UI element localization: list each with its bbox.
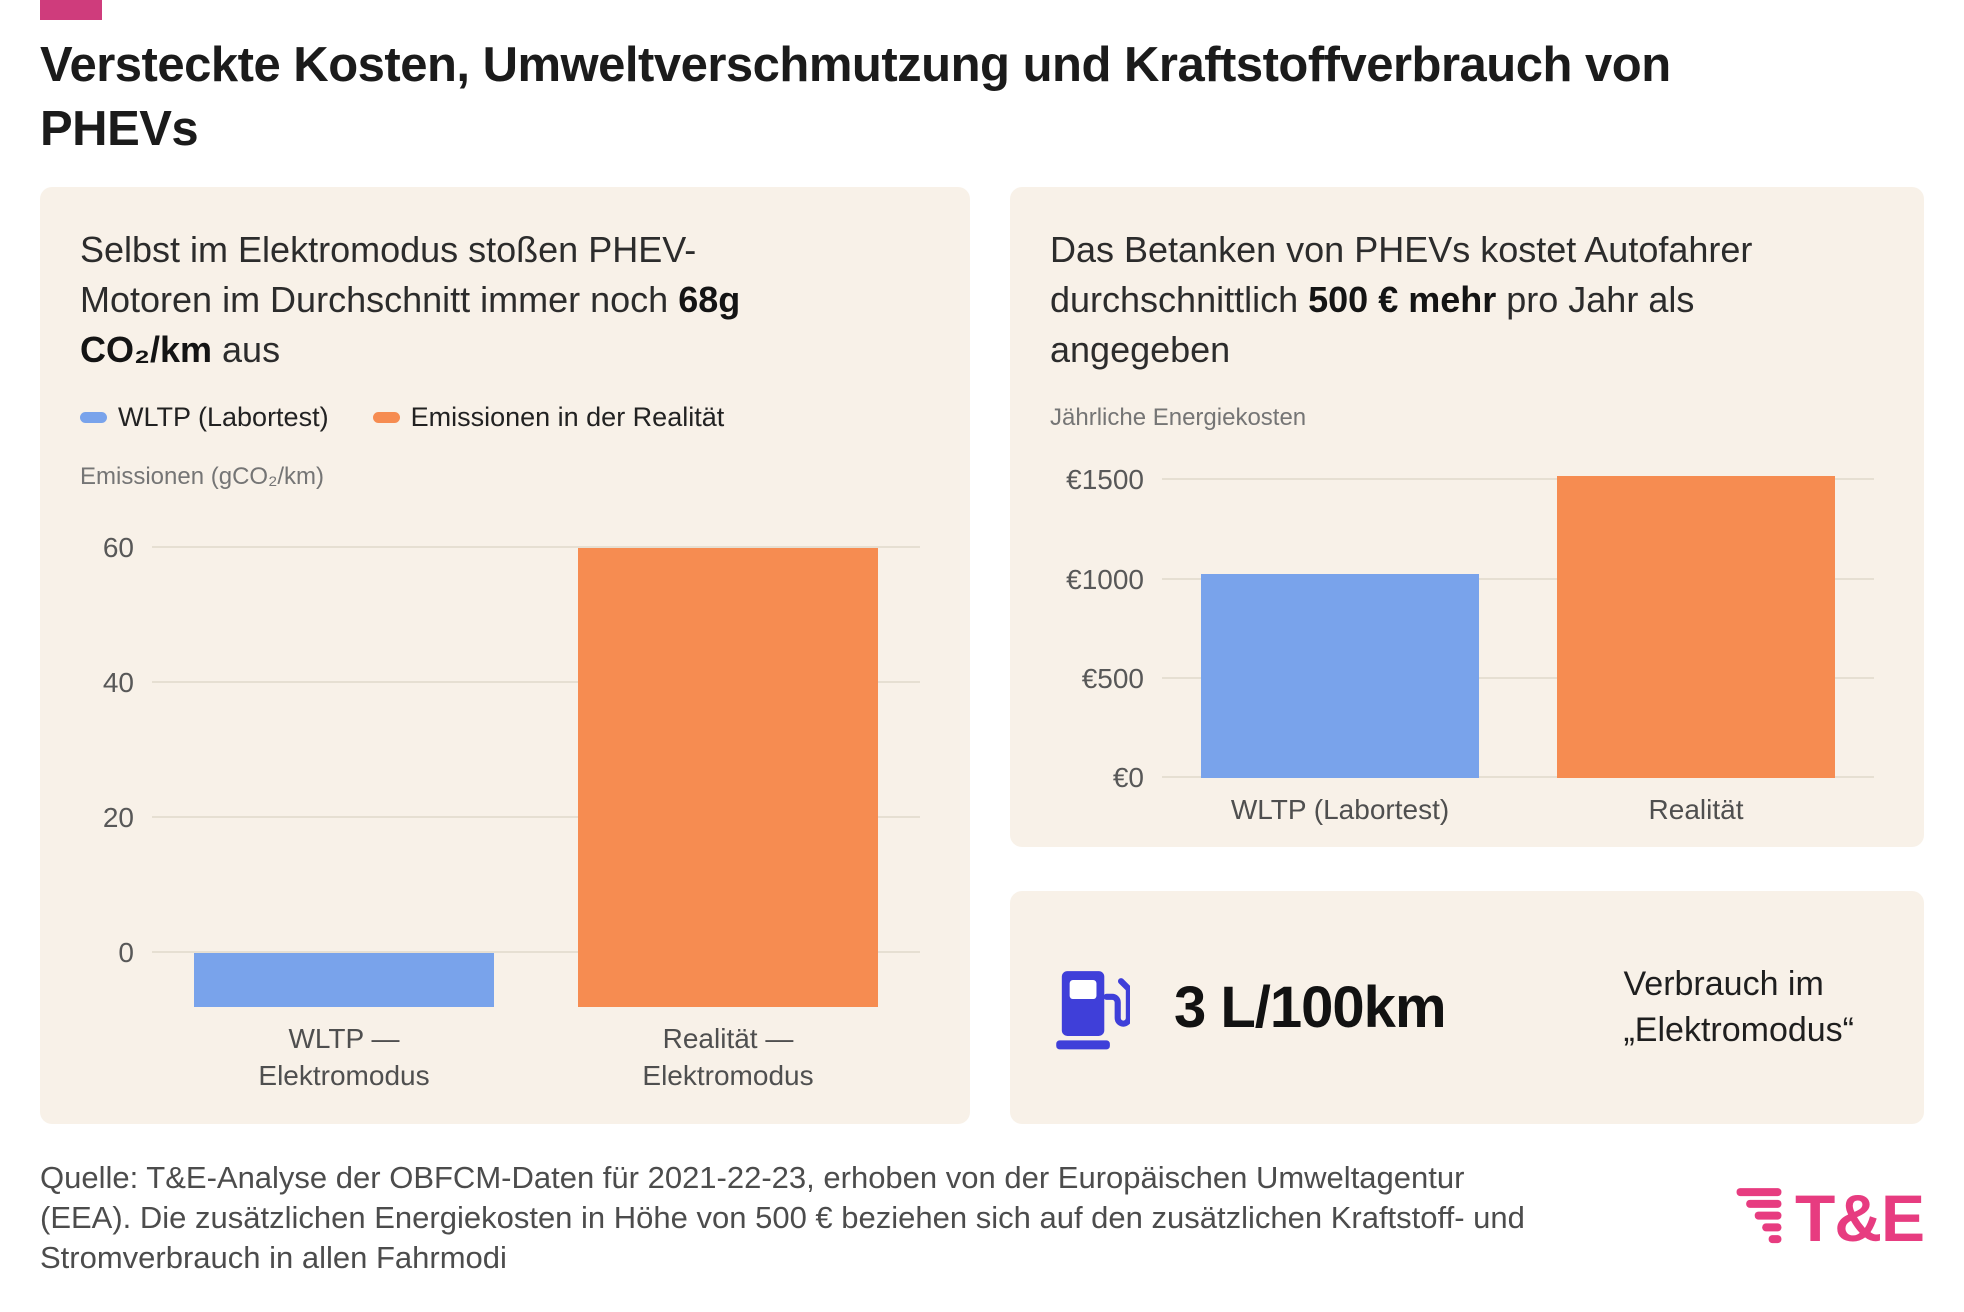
- content-grid: Selbst im Elektromodus stoßen PHEV-Motor…: [40, 187, 1924, 1125]
- te-logo-text: T&E: [1795, 1181, 1925, 1256]
- source-note: Quelle: T&E-Analyse der OBFCM-Daten für …: [40, 1160, 1525, 1276]
- y-tick-label: €1000: [1066, 563, 1144, 595]
- footer: Quelle: T&E-Analyse der OBFCM-Daten für …: [40, 1158, 1925, 1278]
- accent-bar: [40, 0, 102, 20]
- gridline: [152, 681, 920, 684]
- emissions-plot-area: 0 20 40 60: [103, 507, 920, 1008]
- fuel-panel: 3 L/100km Verbrauch im „Elektromodus“: [1010, 891, 1924, 1125]
- fuel-pump-icon: [1054, 963, 1130, 1053]
- legend-label-reality: Emissionen in der Realität: [410, 402, 725, 433]
- gridline: [1162, 478, 1874, 481]
- gridline: [152, 951, 920, 954]
- emissions-heading-bold: 68g CO₂/km: [80, 279, 741, 370]
- gridline: [1162, 776, 1874, 779]
- page-title: Versteckte Kosten, Umweltverschmutzung u…: [40, 38, 1671, 156]
- y-tick-label: 0: [118, 937, 134, 969]
- bar-2: [578, 547, 878, 1008]
- right-column: Das Betanken von PHEVs kostet Autofahrer…: [1010, 187, 1924, 1125]
- bar-2: [1557, 476, 1835, 779]
- y-tick-label: €500: [1081, 663, 1144, 695]
- costs-y-axis-title: Jährliche Energiekosten: [1050, 404, 1307, 432]
- y-tick-label: €0: [1112, 762, 1144, 794]
- costs-plot-area: €0 €500 €1000 €1500: [1066, 464, 1874, 793]
- emissions-heading: Selbst im Elektromodus stoßen PHEV-Motor…: [80, 225, 825, 374]
- legend-marker-wltp-icon: [80, 412, 107, 424]
- costs-bar-chart: €0 €500 €1000 €1500 WLTP (Labortest) Realitä…: [1050, 464, 1884, 828]
- y-tick-label: 20: [102, 802, 134, 834]
- costs-heading-pre: Das Betanken von PHEVs kostet Autofahrer…: [1050, 229, 1753, 321]
- emissions-y-axis-title: Emissionen (gCO₂/km): [80, 463, 325, 491]
- emissions-x-axis-labels: WLTP — Elektromodus Realität — Elektromod…: [152, 1021, 920, 1094]
- x-axis-label: WLTP — Elektromodus: [258, 1023, 430, 1091]
- bar-1: [1201, 573, 1479, 779]
- costs-panel: Das Betanken von PHEVs kostet Autofahrer…: [1010, 187, 1924, 848]
- y-tick-label: 40: [102, 667, 134, 699]
- bar-1: [194, 953, 494, 1008]
- costs-x-axis-labels: WLTP (Labortest) Realität: [1162, 792, 1874, 828]
- emissions-heading-post: aus: [212, 328, 281, 370]
- chart-legend: WLTP (Labortest) Emissionen in der Reali…: [80, 402, 930, 433]
- infographic: Versteckte Kosten, Umweltverschmutzung u…: [40, 0, 1925, 1278]
- emissions-panel: Selbst im Elektromodus stoßen PHEV-Motor…: [40, 187, 970, 1125]
- x-axis-label: WLTP (Labortest): [1230, 794, 1450, 826]
- costs-heading-post: pro Jahr als angegeben: [1050, 279, 1695, 370]
- x-axis-label: Realität — Elektromodus: [642, 1023, 814, 1091]
- y-tick-label: 60: [102, 531, 134, 563]
- y-tick-label: €1500: [1066, 464, 1144, 496]
- te-logo: T&E: [1736, 1180, 1925, 1256]
- gridline: [152, 545, 920, 548]
- gridline: [1162, 577, 1874, 580]
- gridline: [1162, 677, 1874, 680]
- emissions-bar-chart: 0 20 40 60 WLTP — Elektromodus Realität — El…: [80, 507, 930, 1094]
- legend-marker-reality-icon: [372, 412, 400, 424]
- costs-heading-bold: 500 € mehr: [1308, 279, 1497, 321]
- costs-heading: Das Betanken von PHEVs kostet Autofahrer…: [1050, 225, 1795, 374]
- legend-label-wltp: WLTP (Labortest): [118, 402, 329, 433]
- x-axis-label: Realität: [1648, 794, 1744, 826]
- te-logo-mark-icon: [1736, 1187, 1782, 1249]
- legend-item-wltp: WLTP (Labortest): [80, 402, 329, 433]
- fuel-consumption-label: Verbrauch im „Elektromodus“: [1623, 964, 1854, 1049]
- legend-item-reality: Emissionen in der Realität: [372, 402, 725, 433]
- fuel-consumption-value: 3 L/100km: [1174, 975, 1447, 1041]
- emissions-heading-pre: Selbst im Elektromodus stoßen PHEV-Motor…: [80, 229, 697, 321]
- gridline: [152, 816, 920, 819]
